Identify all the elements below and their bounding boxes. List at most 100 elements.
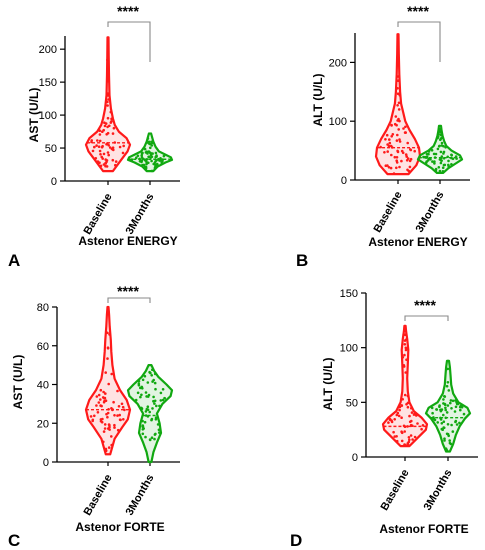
data-point [402, 365, 406, 368]
data-point [98, 149, 102, 153]
violin-points [134, 368, 166, 442]
data-point [137, 382, 141, 386]
data-point [104, 449, 108, 453]
data-point [384, 138, 387, 141]
x-axis-title: Astenor FORTE [75, 520, 164, 534]
data-point [144, 435, 147, 439]
data-point [440, 422, 444, 425]
data-point [451, 399, 455, 403]
data-point [405, 159, 409, 162]
data-point [447, 434, 451, 438]
data-point [110, 443, 113, 447]
data-point [153, 402, 156, 405]
data-point [99, 153, 102, 156]
violin-points [387, 329, 425, 447]
data-point [439, 418, 443, 421]
data-point [404, 153, 408, 156]
data-point [400, 416, 403, 420]
data-point [146, 137, 150, 140]
data-point [393, 418, 397, 421]
data-point [97, 145, 101, 148]
data-point [100, 145, 104, 149]
data-point [149, 371, 152, 375]
data-point [408, 414, 411, 418]
data-point [458, 421, 461, 425]
data-point [443, 437, 446, 441]
data-point [454, 405, 458, 409]
data-point [95, 144, 98, 147]
data-point [111, 158, 115, 162]
data-point [397, 79, 400, 82]
panel-c: AST (U/L) Astenor FORTE **** C 0 20 40 60 80… [8, 283, 180, 550]
data-point [405, 403, 408, 406]
data-point [411, 438, 414, 441]
data-point [404, 346, 408, 350]
data-point [410, 411, 414, 414]
data-point [395, 166, 398, 170]
data-point [116, 389, 119, 393]
data-point [152, 162, 155, 166]
data-point [106, 116, 110, 120]
category-label: Baseline [82, 473, 115, 518]
data-point [102, 400, 106, 404]
data-point [107, 446, 111, 449]
data-point [432, 152, 436, 156]
data-point [147, 161, 150, 165]
data-point [439, 161, 443, 165]
data-point [413, 412, 416, 416]
data-point [396, 411, 400, 415]
data-point [108, 146, 112, 149]
data-point [435, 408, 439, 411]
data-point [396, 87, 399, 90]
data-point [439, 133, 443, 137]
data-point [406, 394, 410, 398]
data-point [396, 59, 400, 63]
data-point [154, 432, 157, 436]
data-point [150, 144, 154, 147]
y-tick-label: 100 [329, 116, 347, 128]
data-point [438, 404, 441, 407]
y-tick-label: 100 [39, 110, 57, 122]
data-point [409, 148, 412, 151]
data-point [393, 435, 397, 438]
data-point [404, 329, 407, 333]
data-point [395, 139, 399, 142]
data-point [145, 395, 148, 398]
data-point [153, 381, 157, 385]
data-point [109, 110, 113, 114]
data-point [134, 398, 138, 402]
data-point [106, 415, 109, 419]
data-point [455, 423, 459, 426]
data-point [447, 389, 451, 392]
y-tick-label: 20 [37, 418, 49, 430]
data-point [396, 133, 399, 137]
data-point [454, 399, 457, 402]
data-point [444, 406, 447, 410]
data-point [431, 411, 434, 415]
data-point [100, 420, 104, 424]
data-point [106, 100, 109, 104]
data-point [455, 401, 458, 404]
data-point [430, 406, 434, 410]
data-point [141, 425, 144, 428]
data-point [104, 399, 108, 403]
data-point [99, 418, 103, 421]
data-point [102, 390, 105, 394]
data-point [442, 150, 446, 154]
data-point [150, 155, 154, 158]
data-point [98, 133, 102, 136]
data-point [118, 145, 122, 149]
data-point [387, 421, 390, 424]
data-point [386, 150, 390, 153]
data-point [398, 140, 402, 143]
data-point [439, 408, 442, 412]
data-point [434, 152, 438, 156]
data-point [396, 92, 400, 95]
data-point [144, 410, 148, 413]
data-point [404, 348, 408, 352]
data-point [388, 138, 391, 141]
violin-baseline [84, 305, 132, 456]
data-point [160, 161, 163, 165]
data-point [141, 419, 144, 423]
data-point [143, 374, 147, 378]
